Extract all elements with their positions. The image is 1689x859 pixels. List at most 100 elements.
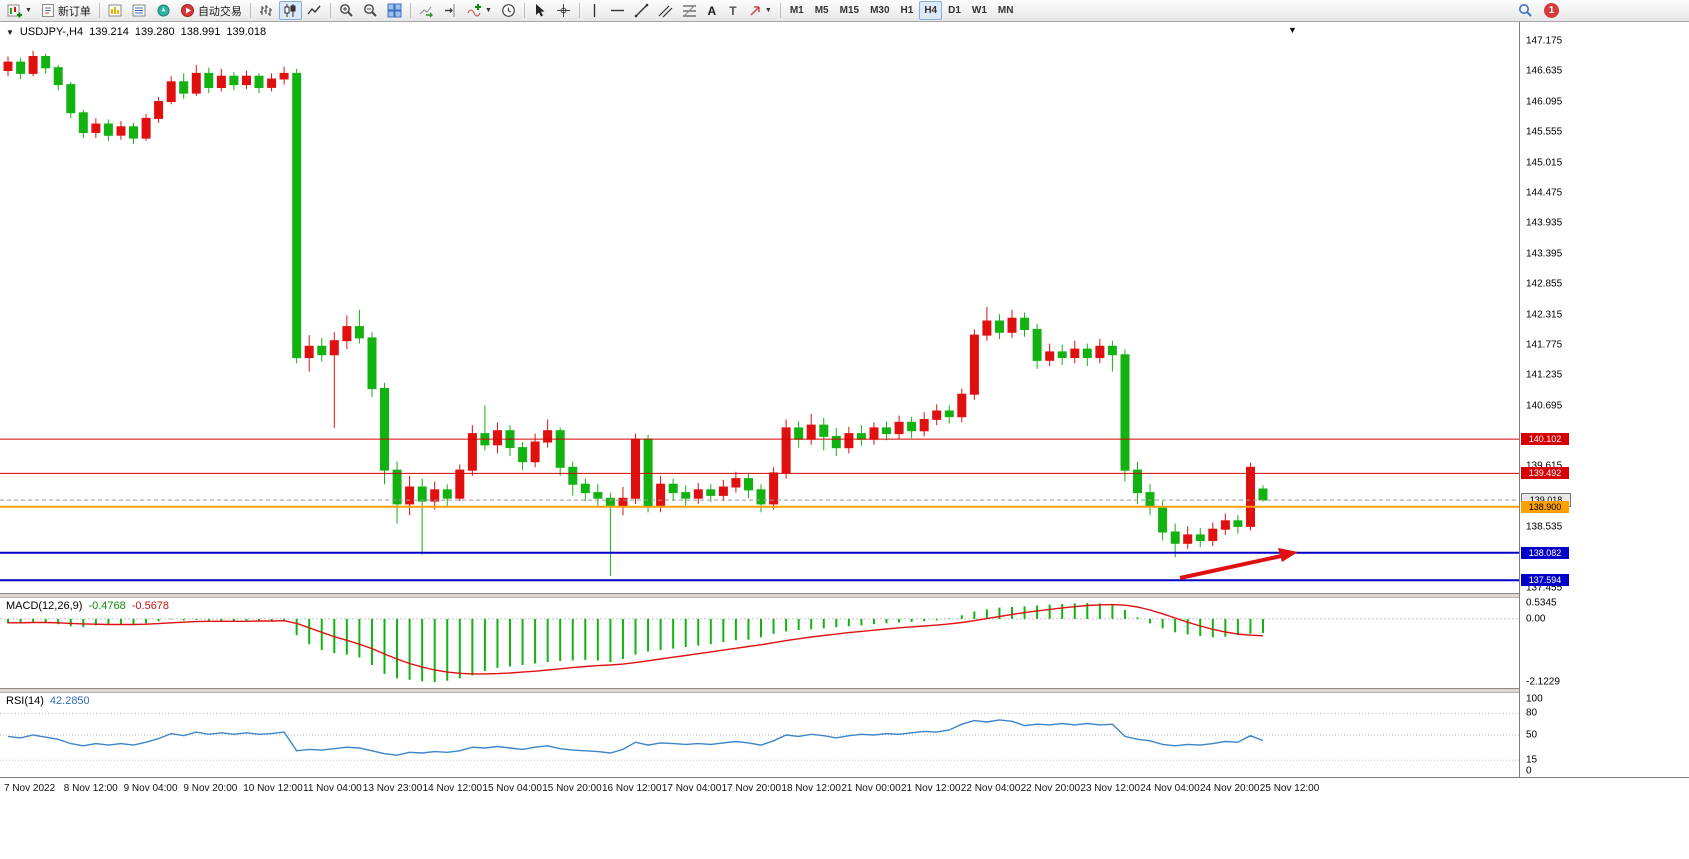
symbol-timeframe-label: USDJPY-,H4 — [19, 26, 84, 38]
chart-shift-button[interactable] — [439, 1, 462, 20]
cursor-tool-button[interactable] — [529, 1, 551, 20]
candle — [844, 426, 854, 454]
candle — [706, 484, 716, 503]
text-tool-button[interactable]: A — [702, 1, 722, 20]
time-scale[interactable]: 7 Nov 2022 8 Nov 12:00 9 Nov 04:00 9 Nov 20… — [0, 777, 1689, 803]
candle — [78, 109, 88, 139]
price-tick: 146.095 — [1526, 96, 1563, 108]
price-line-badge: 138.082 — [1521, 546, 1569, 559]
indicators-add-button[interactable]: ▼ — [463, 1, 496, 20]
candle-body — [1158, 506, 1168, 533]
time-axis-label: 18 Nov 12:00 — [781, 783, 841, 794]
price-tick: 141.775 — [1526, 339, 1563, 351]
timeframe-m15-button[interactable]: M15 — [835, 1, 864, 20]
candle-body — [944, 410, 954, 418]
annotation-arrow[interactable] — [1140, 540, 1315, 592]
candle — [442, 484, 452, 507]
macd-signal-line — [8, 603, 1264, 675]
autotrading-button[interactable]: 自动交易 — [176, 1, 246, 20]
horizontal-line-icon — [610, 9, 624, 12]
price-line-badge: 140.102 — [1521, 433, 1569, 446]
candle-body — [141, 117, 151, 139]
timeframe-mn-button[interactable]: MN — [993, 1, 1019, 20]
timeframe-h4-button[interactable]: H4 — [919, 1, 943, 20]
zoom-out-button[interactable] — [359, 1, 382, 20]
arrows-tool-button[interactable]: ▼ — [744, 1, 776, 20]
period-clock-button[interactable] — [497, 1, 520, 20]
price-tick: 138.535 — [1526, 521, 1563, 533]
candle — [756, 484, 766, 513]
auto-scroll-icon — [419, 6, 433, 18]
market-watch-button[interactable] — [104, 1, 127, 20]
candle — [1045, 343, 1055, 366]
panel-splitter[interactable] — [0, 688, 1689, 693]
candle-body — [191, 72, 201, 94]
candle-body — [1095, 345, 1105, 359]
oneclick-expand-icon[interactable]: ▼ — [6, 27, 14, 37]
candle-body — [718, 486, 728, 496]
candle-body — [78, 112, 88, 134]
crosshair-tool-button[interactable] — [552, 1, 575, 20]
trendline-tool-button[interactable] — [630, 1, 653, 20]
candle-body — [543, 430, 553, 443]
price-line-badge: 137.594 — [1521, 574, 1569, 587]
timeframe-m5-button[interactable]: M5 — [810, 1, 834, 20]
candle-body — [405, 486, 415, 505]
chart-menu-caret-icon[interactable]: ▼ — [1288, 25, 1297, 35]
notification-icon[interactable]: 1 — [1544, 3, 1559, 18]
timeframe-m1-button[interactable]: M1 — [785, 1, 809, 20]
candle-body — [317, 345, 327, 356]
toolbar-separator — [409, 3, 411, 18]
bar-chart-button[interactable] — [255, 1, 278, 20]
candlestick-chart-button[interactable] — [278, 1, 302, 20]
candle-body — [744, 478, 753, 491]
candle — [856, 425, 866, 446]
candle — [1246, 462, 1255, 531]
chevron-down-icon: ▼ — [484, 7, 492, 14]
tile-windows-button[interactable] — [383, 1, 406, 20]
fibonacci-tool-button[interactable] — [678, 1, 701, 20]
autotrading-label: 自动交易 — [197, 5, 242, 18]
candle — [693, 483, 703, 504]
price-tick: 146.635 — [1526, 65, 1563, 77]
data-window-button[interactable] — [128, 1, 151, 20]
rsi-indicator-canvas[interactable] — [0, 693, 1519, 777]
timeframe-m30-button[interactable]: M30 — [865, 1, 894, 20]
candle — [41, 53, 51, 74]
candle-body — [819, 424, 829, 437]
crosshair-icon — [556, 4, 570, 17]
new-order-button[interactable]: 新订单 — [37, 1, 95, 20]
zoom-out-icon — [364, 4, 377, 17]
auto-scroll-button[interactable] — [415, 1, 438, 20]
candle-body — [957, 393, 967, 418]
timeframe-w1-button[interactable]: W1 — [967, 1, 992, 20]
candle-body — [1246, 466, 1255, 527]
price-chart-canvas[interactable] — [0, 22, 1519, 593]
timeframe-d1-button[interactable]: D1 — [943, 1, 966, 20]
search-button[interactable] — [1514, 1, 1537, 20]
candle-body — [806, 424, 816, 440]
candle-body — [530, 441, 540, 463]
panel-splitter[interactable] — [0, 593, 1689, 598]
time-axis-label: 21 Nov 12:00 — [901, 783, 961, 794]
vertical-line-tool-button[interactable] — [584, 1, 605, 20]
line-chart-button[interactable] — [303, 1, 326, 20]
time-axis-label: 15 Nov 04:00 — [482, 783, 542, 794]
navigator-button[interactable] — [152, 1, 175, 20]
label-tool-button[interactable]: T — [723, 1, 743, 20]
zoom-in-button[interactable] — [335, 1, 358, 20]
candle-body — [129, 126, 138, 139]
horizontal-line-tool-button[interactable] — [606, 1, 629, 20]
candle-body — [631, 438, 640, 499]
new-chart-button[interactable]: ▼ — [3, 1, 36, 20]
price-scale[interactable]: 147.175 146.635 146.095 145.555 145.015 144.4… — [1519, 22, 1689, 803]
candle — [957, 388, 967, 423]
toolbar: ▼ 新订单 — [0, 0, 1689, 22]
candle — [279, 66, 289, 85]
timeframe-h1-button[interactable]: H1 — [896, 1, 919, 20]
candle — [28, 50, 38, 77]
candle — [292, 68, 302, 364]
candle — [668, 478, 678, 502]
macd-indicator-canvas[interactable] — [0, 598, 1519, 688]
channel-tool-button[interactable] — [654, 1, 677, 20]
